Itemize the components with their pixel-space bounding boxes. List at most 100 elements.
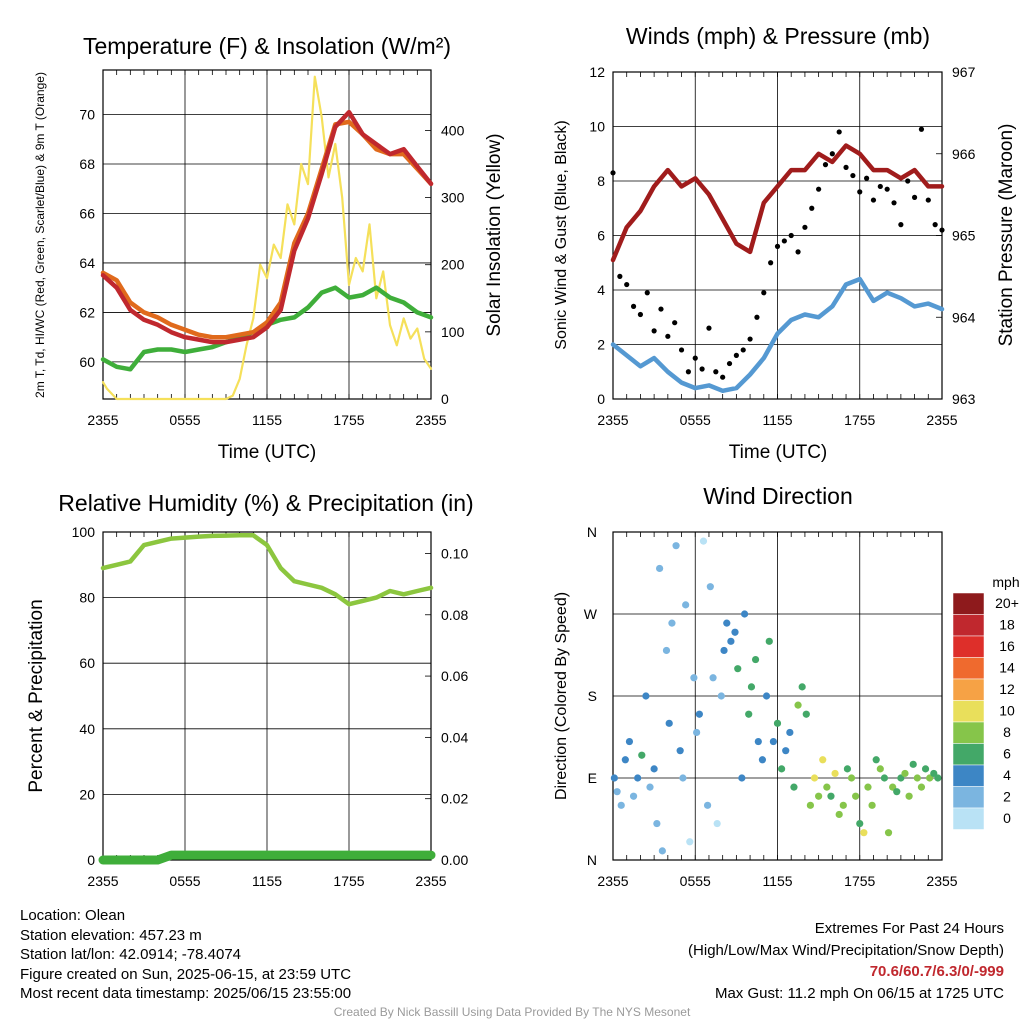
direction-point: [745, 710, 753, 718]
legend-swatch: [952, 700, 985, 723]
legend-label: 2: [1003, 789, 1011, 805]
gust-point: [733, 352, 739, 358]
direction-point: [843, 765, 852, 773]
y2-tick-label: 400: [441, 122, 465, 138]
direction-point: [668, 619, 676, 627]
direction-point: [665, 719, 673, 727]
gust-point: [822, 162, 829, 168]
direction-point: [790, 783, 798, 791]
series-2m-temperature: [100, 109, 434, 345]
y-tick-label: 68: [79, 156, 95, 172]
legend-label: 0: [1003, 810, 1011, 826]
gust-point: [768, 260, 774, 266]
y-tick-label: N: [587, 524, 597, 540]
extremes-values: 70.6/60.7/6.3/0/-999: [869, 963, 1004, 980]
direction-point: [786, 728, 794, 737]
legend-swatch: [952, 678, 985, 701]
direction-point: [720, 646, 728, 655]
direction-point: [650, 765, 658, 773]
gust-point: [864, 175, 870, 181]
y-tick-label: 40: [79, 721, 95, 737]
x-tick-label: 2355: [926, 412, 957, 428]
gust-point: [898, 222, 904, 228]
direction-point: [682, 601, 690, 609]
legend-swatch: [952, 786, 985, 809]
legend-swatch: [952, 592, 985, 615]
gust-point: [761, 290, 767, 296]
x-tick-label: 2355: [87, 412, 118, 428]
chart-title: Temperature (F) & Insolation (W/m²): [83, 33, 451, 59]
legend-swatch: [952, 807, 985, 830]
direction-point: [613, 788, 621, 796]
direction-point: [642, 692, 650, 700]
direction-point: [921, 765, 930, 773]
series-station-pressure: [610, 143, 945, 263]
y-axis-label: Direction (Colored By Speed): [553, 592, 570, 800]
direction-point: [686, 838, 694, 846]
y2-tick-label: 0.08: [441, 607, 468, 623]
y-tick-label: 64: [79, 255, 95, 271]
x-tick-label: 2355: [926, 873, 957, 889]
y-tick-label: 100: [72, 524, 96, 540]
y2-axis-label: Solar Insolation (Yellow): [484, 133, 505, 336]
direction-point: [901, 769, 909, 778]
y2-tick-label: 0.02: [441, 791, 468, 807]
gust-point: [774, 243, 781, 249]
x-tick-label: 1755: [844, 412, 875, 428]
y-axis-label: Percent & Precipitation: [26, 599, 47, 792]
x-tick-label: 2355: [597, 412, 628, 428]
series-precipitation: [98, 850, 436, 865]
y-tick-label: 10: [589, 119, 605, 135]
x-tick-label: 1155: [762, 873, 792, 889]
x-tick-label: 1755: [333, 412, 364, 428]
y2-tick-label: 965: [952, 228, 976, 244]
gust-point: [713, 369, 719, 375]
x-tick-label: 1155: [252, 412, 282, 428]
x-tick-label: 2355: [87, 873, 118, 889]
gust-point: [891, 200, 897, 206]
legend-label: 18: [999, 617, 1015, 633]
gust-point: [651, 328, 657, 334]
y2-tick-label: 0.04: [441, 729, 468, 745]
series-9m-temperature: [100, 119, 434, 340]
gust-point: [630, 303, 637, 309]
gust-point: [836, 129, 842, 135]
x-tick-label: 0555: [680, 873, 711, 889]
x-tick-label: 2355: [597, 873, 628, 889]
direction-point: [751, 655, 760, 664]
gust-point: [672, 320, 678, 326]
y2-tick-label: 966: [952, 146, 976, 162]
gust-point: [644, 290, 650, 296]
gust-point: [870, 197, 877, 203]
plot-frame: [102, 69, 432, 400]
direction-point: [625, 737, 634, 746]
legend-label: 12: [999, 681, 1015, 697]
direction-point: [662, 646, 671, 655]
y-tick-label: W: [584, 606, 598, 622]
legend-swatch: [952, 743, 985, 766]
y-tick-label: 66: [79, 205, 95, 221]
direction-point: [713, 819, 721, 828]
series-relative-humidity: [100, 533, 434, 607]
legend-swatch: [952, 764, 985, 787]
direction-point: [909, 760, 917, 768]
legend-swatch: [952, 657, 985, 680]
legend-label: 4: [1003, 767, 1011, 783]
direction-point: [802, 710, 810, 718]
x-tick-label: 1755: [844, 873, 875, 889]
station-latlon: Station lat/lon: 42.0914; -78.4074: [20, 946, 242, 963]
station-elevation: Station elevation: 457.23 m: [20, 926, 202, 944]
legend-label: 8: [1003, 724, 1011, 740]
x-tick-label: 0555: [169, 412, 200, 428]
x-tick-label: 1155: [252, 873, 282, 889]
direction-point: [815, 792, 823, 800]
gust-point: [754, 314, 760, 320]
direction-point: [773, 719, 782, 727]
direction-point: [706, 583, 714, 591]
direction-point: [847, 774, 856, 782]
legend-label: 6: [1003, 746, 1011, 762]
y2-axis-label: Station Pressure (Maroon): [996, 124, 1017, 347]
direction-point: [758, 756, 767, 764]
gust-point: [857, 189, 863, 195]
